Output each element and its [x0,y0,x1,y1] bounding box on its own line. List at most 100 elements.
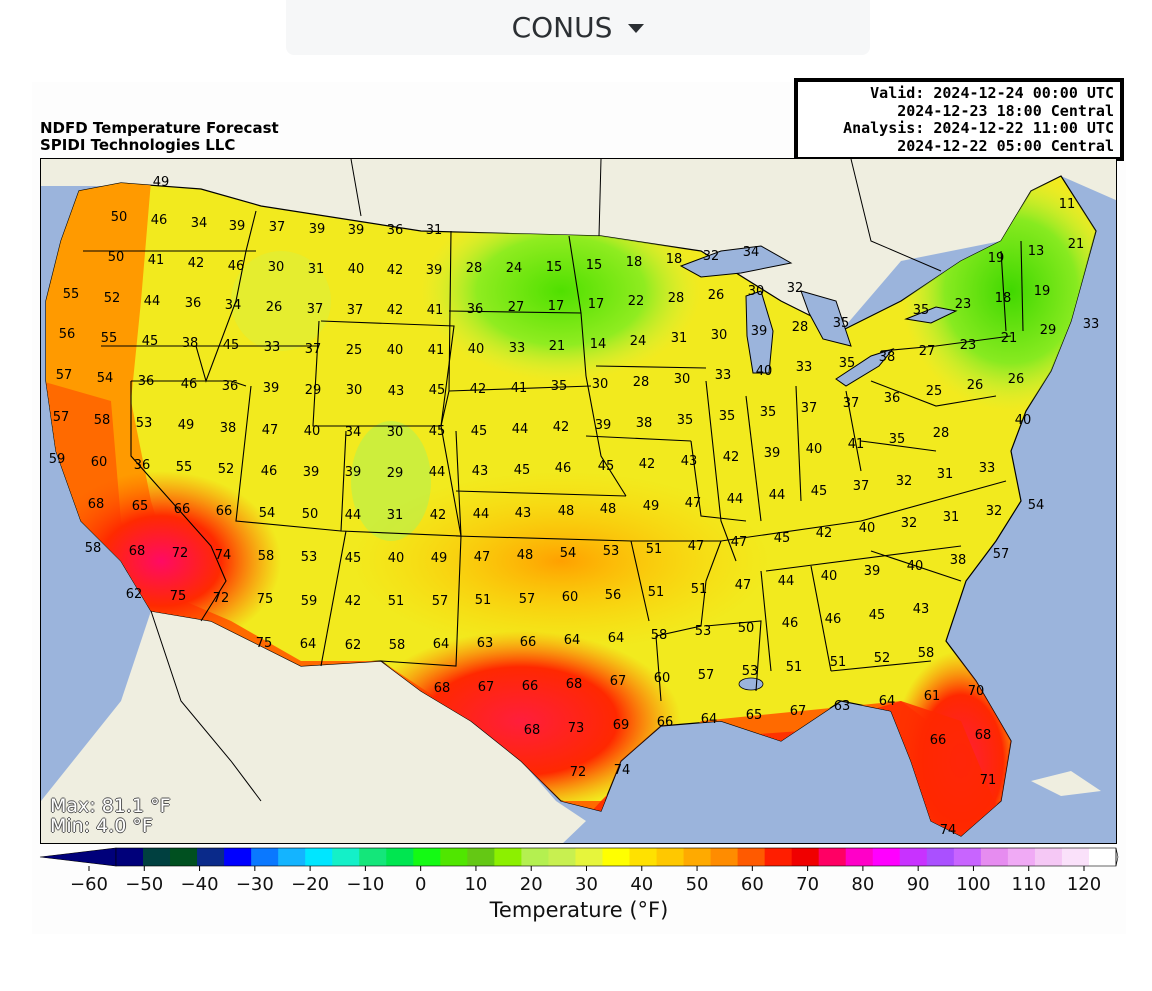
region-selector-label: CONUS [511,11,613,44]
max-temperature: Max: 81.1 °F [50,795,171,817]
station-temp-label: 33 [979,461,996,476]
cuba-land [1031,771,1101,796]
station-temp-label: 36 [134,458,151,473]
colorbar-segment [170,848,198,866]
station-temp-label: 74 [940,823,957,838]
station-temp-label: 58 [85,541,102,556]
station-temp-label: 29 [387,466,404,481]
station-temp-label: 62 [126,587,143,602]
station-temp-label: 57 [56,368,73,383]
colorbar-tick-label: 60 [741,874,764,895]
colorbar-tick-label: −60 [70,874,108,895]
station-temp-label: 33 [796,360,813,375]
station-temp-label: 32 [901,516,918,531]
station-temp-label: 19 [988,251,1005,266]
station-temp-label: 38 [182,336,199,351]
station-temp-label: 49 [178,418,195,433]
station-temp-label: 36 [222,379,239,394]
station-temp-label: 66 [522,679,539,694]
colorbar-tick-label: 110 [1012,874,1046,895]
station-temp-label: 24 [506,261,523,276]
station-temp-label: 31 [308,262,325,277]
station-temp-label: 39 [229,219,246,234]
station-temp-label: 39 [751,324,768,339]
colorbar-tick-label: 0 [415,874,426,895]
station-temp-label: 49 [153,175,170,190]
station-temp-label: 51 [648,585,665,600]
station-temp-label: 64 [564,633,581,648]
station-temp-label: 54 [560,546,577,561]
station-temp-label: 58 [389,638,406,653]
valid-line2: 2024-12-23 18:00 Central [897,101,1114,120]
station-temp-label: 30 [748,284,765,299]
station-temp-label: 60 [654,671,671,686]
station-temp-label: 36 [185,296,202,311]
station-temp-label: 40 [387,343,404,358]
colorbar-tick-label: 30 [575,874,598,895]
station-temp-label: 42 [553,420,570,435]
station-temp-label: 37 [843,396,860,411]
analysis-line1: Analysis: 2024-12-22 11:00 UTC [843,119,1114,137]
station-temp-label: 19 [1034,284,1051,299]
lake-huron [800,290,852,347]
station-temp-label: 27 [508,300,525,315]
station-temp-label: 35 [719,409,736,424]
station-temp-label: 53 [603,544,620,559]
station-temp-label: 44 [429,465,446,480]
station-temp-label: 31 [671,331,688,346]
station-temp-label: 28 [466,261,483,276]
station-temp-label: 23 [955,297,972,312]
station-temp-label: 21 [1001,331,1018,346]
colorbar-segment [575,848,604,866]
station-temp-label: 36 [467,302,484,317]
colorbar-segment [629,848,658,866]
station-temp-label: 31 [387,508,404,523]
station-temp-label: 66 [930,733,947,748]
station-temp-label: 54 [97,371,114,386]
lake-superior [679,245,793,278]
colorbar-segment [494,848,523,866]
station-temp-label: 34 [743,245,760,260]
map-title-line2: SPIDI Technologies LLC [40,136,236,154]
station-temp-label: 52 [218,462,235,477]
colorbar-low-arrow [39,847,117,867]
colorbar-tick-label: −50 [125,874,163,895]
station-temp-label: 28 [633,375,650,390]
station-temp-label: 51 [388,594,405,609]
station-temp-label: 43 [681,454,698,469]
station-temp-label: 41 [428,343,445,358]
station-temp-label: 18 [666,252,683,267]
station-temp-label: 34 [225,298,242,313]
station-temp-label: 37 [853,479,870,494]
station-temp-label: 35 [760,405,777,420]
colorbar-tick-label: 120 [1067,874,1101,895]
colorbar-tick-label: 80 [851,874,874,895]
station-temp-label: 15 [546,260,563,275]
station-temp-label: 53 [301,550,318,565]
colorbar-tick-label: −30 [236,874,274,895]
region-selector[interactable]: CONUS [286,0,870,55]
station-temp-label: 42 [188,256,205,271]
station-temp-label: 45 [429,424,446,439]
station-temp-label: 34 [191,216,208,231]
station-temp-label: 48 [558,504,575,519]
colorbar-segment [683,848,712,866]
colorbar-segment [305,848,333,866]
station-temp-label: 71 [980,773,997,788]
colorbar-segment [791,848,820,866]
station-temp-label: 34 [345,425,362,440]
station-temp-label: 28 [933,426,950,441]
station-temp-label: 65 [746,708,763,723]
station-temp-label: 47 [731,535,748,550]
station-temp-label: 42 [723,450,740,465]
station-temp-label: 58 [918,646,935,661]
colorbar-segment [980,848,1009,866]
colorbar-segment [710,848,739,866]
shade-north-plains-green [421,201,701,381]
station-temp-label: 39 [426,263,443,278]
station-temp-label: 39 [263,381,280,396]
station-temp-label: 30 [592,377,609,392]
station-temp-label: 54 [1028,498,1045,513]
colorbar-segment [116,848,144,866]
country-outlines [150,159,942,802]
